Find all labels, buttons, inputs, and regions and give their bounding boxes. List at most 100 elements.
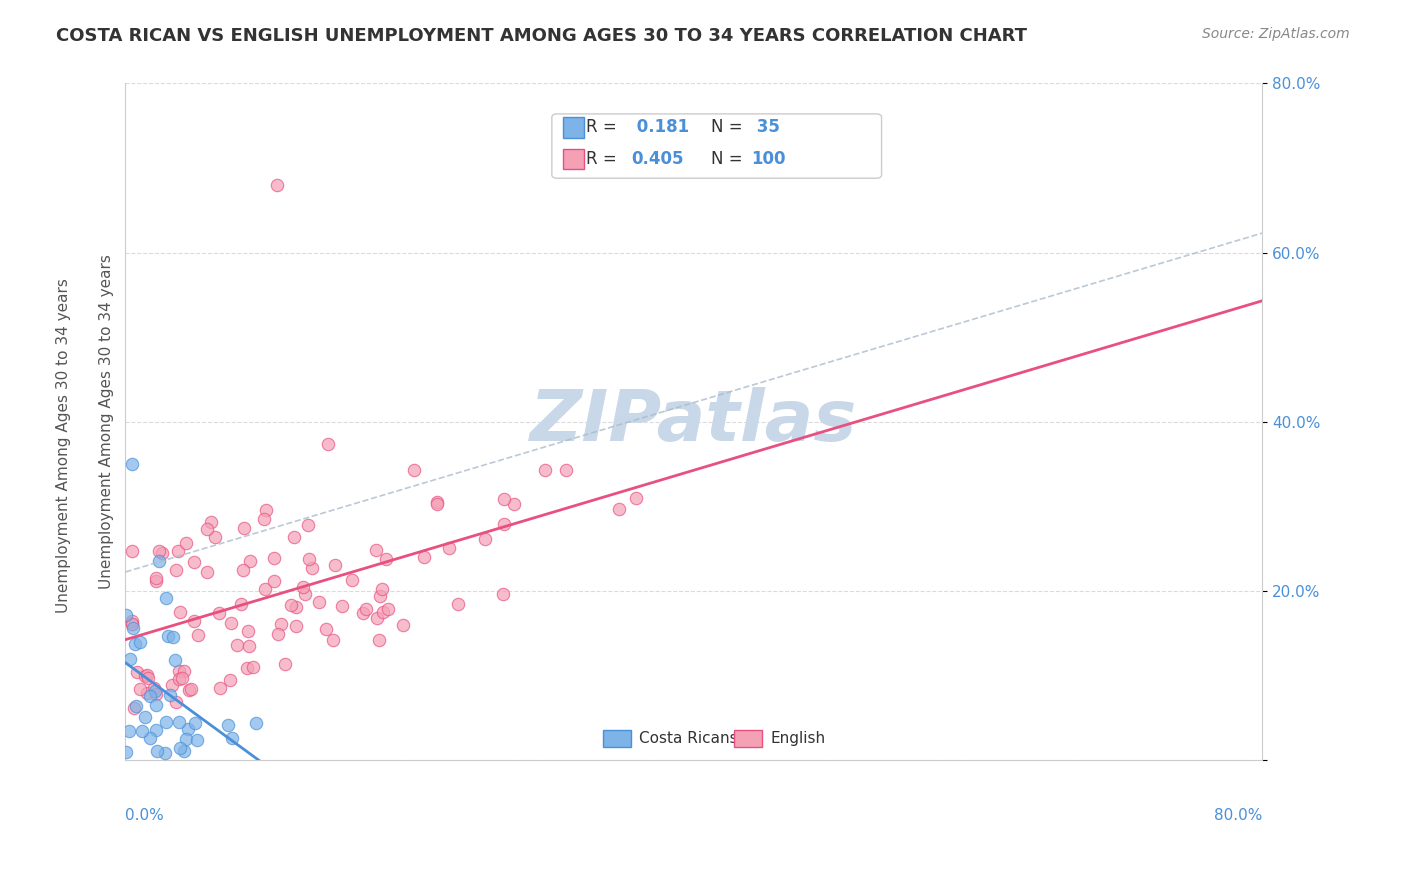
Point — [183, 555, 205, 569]
Point — [157, 629, 180, 643]
Point — [494, 517, 516, 532]
Point — [166, 544, 188, 558]
Point — [118, 652, 141, 666]
Point — [125, 698, 148, 713]
Point — [219, 673, 242, 687]
Point — [180, 682, 202, 697]
Point — [239, 554, 262, 568]
Point — [121, 543, 143, 558]
Point — [219, 615, 242, 630]
Point — [174, 536, 197, 550]
Point — [145, 571, 167, 585]
Point — [330, 599, 353, 613]
Point — [236, 661, 259, 675]
Point — [129, 681, 152, 696]
Point — [122, 701, 145, 715]
Point — [114, 607, 136, 622]
Point — [242, 659, 264, 673]
Point — [368, 590, 391, 604]
Point — [325, 558, 347, 573]
Point — [426, 495, 449, 509]
Point — [377, 602, 399, 616]
Point — [121, 617, 143, 632]
Point — [129, 635, 152, 649]
Point — [402, 463, 425, 477]
Point — [131, 724, 153, 739]
Point — [447, 597, 470, 611]
Point — [163, 653, 186, 667]
Text: R =: R = — [586, 150, 621, 169]
Point — [165, 695, 187, 709]
Point — [159, 688, 181, 702]
Point — [229, 597, 252, 611]
Point — [146, 744, 169, 758]
Point — [118, 723, 141, 738]
Point — [301, 560, 323, 574]
Text: Costa Ricans: Costa Ricans — [640, 731, 738, 747]
Point — [245, 715, 267, 730]
Text: N =: N = — [711, 150, 748, 169]
Point — [121, 614, 143, 628]
Point — [187, 628, 209, 642]
Point — [291, 580, 314, 594]
Point — [367, 633, 389, 648]
FancyBboxPatch shape — [551, 114, 882, 178]
Point — [169, 740, 191, 755]
Point — [308, 595, 330, 609]
Text: 80.0%: 80.0% — [1215, 808, 1263, 822]
Point — [439, 541, 461, 555]
Text: Unemployment Among Ages 30 to 34 years: Unemployment Among Ages 30 to 34 years — [56, 278, 70, 614]
Point — [121, 616, 143, 631]
Point — [284, 619, 307, 633]
Point — [221, 731, 243, 745]
Point — [254, 502, 277, 516]
Point — [340, 573, 363, 587]
Text: COSTA RICAN VS ENGLISH UNEMPLOYMENT AMONG AGES 30 TO 34 YEARS CORRELATION CHART: COSTA RICAN VS ENGLISH UNEMPLOYMENT AMON… — [56, 27, 1028, 45]
Point — [266, 178, 288, 192]
Point — [253, 582, 276, 596]
Point — [238, 639, 260, 653]
Point — [162, 630, 184, 644]
Point — [177, 682, 200, 697]
Point — [274, 657, 297, 671]
FancyBboxPatch shape — [564, 149, 583, 169]
Point — [226, 638, 249, 652]
Text: 100: 100 — [751, 150, 786, 169]
Text: 0.0%: 0.0% — [125, 808, 165, 822]
Point — [139, 731, 162, 745]
Point — [160, 678, 183, 692]
Point — [169, 606, 191, 620]
Point — [315, 623, 337, 637]
Point — [375, 552, 398, 566]
Point — [195, 522, 218, 536]
FancyBboxPatch shape — [734, 730, 762, 747]
Point — [316, 437, 339, 451]
Point — [209, 681, 232, 695]
Point — [143, 683, 166, 698]
Point — [366, 543, 388, 558]
Point — [124, 636, 146, 650]
Point — [232, 563, 254, 577]
Text: 35: 35 — [751, 119, 780, 136]
Point — [122, 621, 145, 635]
Point — [173, 665, 195, 679]
Text: 0.181: 0.181 — [631, 119, 689, 136]
Point — [270, 616, 292, 631]
Point — [167, 672, 190, 686]
Point — [150, 546, 173, 560]
Point — [184, 716, 207, 731]
FancyBboxPatch shape — [564, 117, 583, 137]
Point — [492, 492, 515, 507]
Text: N =: N = — [711, 119, 748, 136]
Point — [322, 633, 344, 648]
Point — [136, 671, 159, 685]
Point — [135, 667, 157, 681]
Point — [186, 733, 208, 747]
Point — [139, 689, 162, 703]
Point — [127, 665, 149, 680]
Point — [294, 587, 316, 601]
Point — [165, 563, 187, 577]
Point — [134, 669, 156, 683]
Point — [145, 574, 167, 588]
Text: Source: ZipAtlas.com: Source: ZipAtlas.com — [1202, 27, 1350, 41]
